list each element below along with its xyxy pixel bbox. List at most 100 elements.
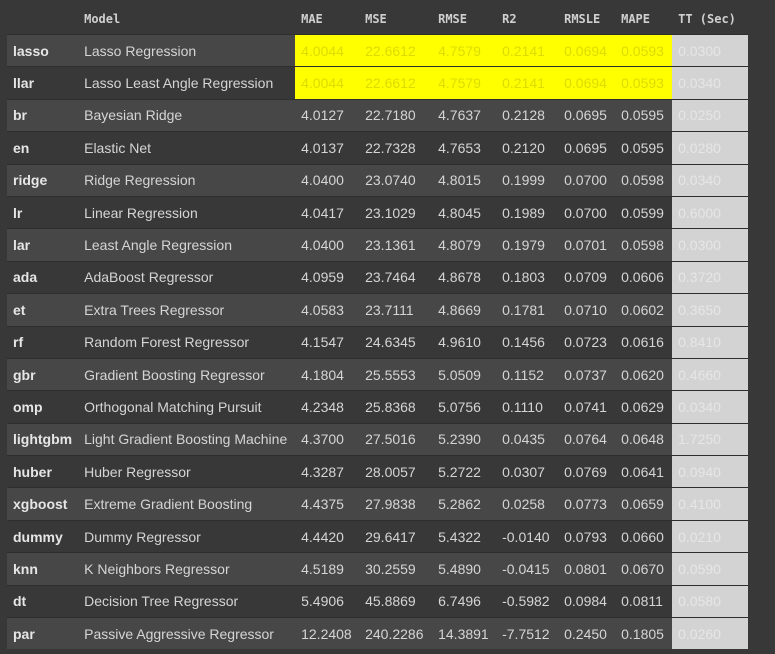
cell-rmsle: 0.2450: [564, 625, 607, 642]
cell-r2: 0.1989: [502, 204, 545, 221]
table-row: par Passive Aggressive Regressor 12.2408 24…: [7, 617, 749, 650]
cell-tt: 1.7250: [672, 423, 749, 456]
table-row: huber Huber Regressor 4.3287 28.0057 5.2722 0…: [7, 455, 749, 488]
cell-model: Dummy Regressor: [84, 528, 201, 545]
cell-tt: 0.0260: [672, 617, 749, 650]
cell-mape: 0.0598: [621, 237, 664, 254]
cell-mape: 0.0599: [621, 204, 664, 221]
cell-index: gbr: [13, 366, 36, 383]
cell-rmse: 6.7496: [438, 593, 481, 610]
cell-tt: 0.6000: [672, 196, 749, 229]
cell-tt: 0.0250: [672, 99, 749, 132]
cell-r2: 0.0307: [502, 463, 545, 480]
cell-index: br: [13, 107, 27, 124]
column-header-mse: MSE: [365, 11, 387, 26]
cell-rmsle: 0.0694: [558, 66, 616, 100]
cell-mape: 0.0811: [621, 593, 663, 610]
cell-rmsle: 0.0984: [564, 593, 607, 610]
cell-tt: 0.0300: [672, 34, 749, 67]
cell-model: Ridge Regression: [84, 172, 196, 189]
cell-model: Decision Tree Regressor: [84, 593, 239, 610]
cell-mse: 23.0740: [365, 172, 416, 189]
cell-mae: 4.0400: [301, 237, 344, 254]
cell-model: Least Angle Regression: [84, 237, 232, 254]
cell-mse: 25.5553: [365, 366, 416, 383]
cell-rmsle: 0.0710: [564, 301, 607, 318]
cell-rmse: 4.7579: [432, 66, 497, 100]
cell-mae: 4.4420: [301, 528, 344, 545]
cell-model: Huber Regressor: [84, 463, 191, 480]
cell-r2: 0.1781: [502, 301, 545, 318]
cell-rmse: 4.8669: [438, 301, 481, 318]
table-row: dummy Dummy Regressor 4.4420 29.6417 5.4322 -…: [7, 520, 749, 553]
cell-r2: -7.7512: [502, 625, 550, 642]
cell-tt: 0.0340: [672, 390, 749, 424]
cell-r2: 0.0435: [502, 431, 545, 448]
cell-index: lar: [13, 237, 31, 254]
cell-mape: 0.0606: [621, 269, 664, 286]
cell-r2: 0.2141: [496, 34, 559, 67]
cell-mae: 4.2348: [301, 398, 344, 415]
cell-model: Random Forest Regressor: [84, 334, 250, 351]
cell-r2: 0.0258: [502, 496, 545, 513]
table-row: et Extra Trees Regressor 4.0583 23.7111 4.86…: [7, 293, 749, 327]
cell-mae: 4.3287: [301, 463, 344, 480]
cell-mse: 240.2286: [365, 625, 424, 642]
cell-rmse: 4.7653: [438, 139, 481, 156]
cell-index: llar: [13, 75, 35, 92]
cell-mse: 45.8869: [365, 593, 416, 610]
cell-r2: -0.0140: [502, 528, 550, 545]
cell-index: par: [13, 625, 35, 642]
cell-r2: 0.2128: [502, 107, 545, 124]
cell-r2: -0.5982: [502, 593, 550, 610]
table-row: lr Linear Regression 4.0417 23.1029 4.8045 0.…: [7, 196, 749, 229]
cell-mape: 0.0629: [621, 398, 664, 415]
cell-mae: 4.0044: [295, 66, 360, 100]
cell-r2: -0.0415: [502, 560, 550, 577]
cell-mse: 23.1029: [365, 204, 416, 221]
table-row: en Elastic Net 4.0137 22.7328 4.7653 0.2120 0.…: [7, 131, 749, 165]
cell-rmse: 5.2862: [438, 496, 481, 513]
cell-r2: 0.1979: [502, 237, 545, 254]
cell-mse: 23.1361: [365, 237, 416, 254]
cell-mae: 4.1804: [301, 366, 344, 383]
cell-index: ridge: [13, 172, 48, 189]
cell-mse: 27.9838: [365, 496, 416, 513]
cell-rmse: 5.0509: [438, 366, 481, 383]
table-row: knn K Neighbors Regressor 4.5189 30.2559 5.4…: [7, 552, 749, 586]
column-header-model: Model: [84, 11, 121, 26]
cell-r2: 0.2120: [502, 139, 545, 156]
cell-rmsle: 0.0769: [564, 463, 607, 480]
cell-rmsle: 0.0700: [564, 172, 607, 189]
cell-r2: 0.1456: [502, 334, 545, 351]
cell-mae: 4.0137: [301, 139, 344, 156]
cell-mse: 22.7328: [365, 139, 416, 156]
cell-tt: 0.4100: [672, 487, 749, 521]
table-row: ridge Ridge Regression 4.0400 23.0740 4.8015…: [7, 164, 749, 197]
cell-model: Light Gradient Boosting Machine: [84, 431, 288, 448]
cell-r2: 0.1152: [502, 366, 544, 383]
cell-model: Linear Regression: [84, 204, 198, 221]
cell-index: ada: [13, 269, 38, 286]
cell-rmsle: 0.0695: [564, 139, 607, 156]
cell-rmse: 4.9610: [438, 334, 481, 351]
table-row: llar Lasso Least Angle Regression 4.0044 22…: [7, 66, 749, 100]
table-row: lightgbm Light Gradient Boosting Machine 4…: [7, 423, 749, 456]
cell-index: lr: [13, 204, 23, 221]
cell-mse: 22.7180: [365, 107, 416, 124]
cell-tt: 0.0580: [672, 585, 749, 618]
cell-tt: 0.0280: [672, 131, 749, 165]
cell-mape: 0.0593: [615, 66, 673, 100]
cell-model: Gradient Boosting Regressor: [84, 366, 265, 383]
cell-rmse: 4.8079: [438, 237, 481, 254]
cell-index: en: [13, 139, 30, 156]
cell-model: Bayesian Ridge: [84, 107, 183, 124]
cell-rmse: 5.2390: [438, 431, 481, 448]
cell-mae: 4.5189: [301, 560, 344, 577]
table-row: lar Least Angle Regression 4.0400 23.1361 4.…: [7, 228, 749, 262]
cell-r2: 0.1999: [502, 172, 545, 189]
cell-rmsle: 0.0741: [564, 398, 607, 415]
cell-rmse: 5.4890: [438, 560, 481, 577]
cell-r2: 0.2141: [496, 66, 559, 100]
cell-mape: 0.0620: [621, 366, 664, 383]
